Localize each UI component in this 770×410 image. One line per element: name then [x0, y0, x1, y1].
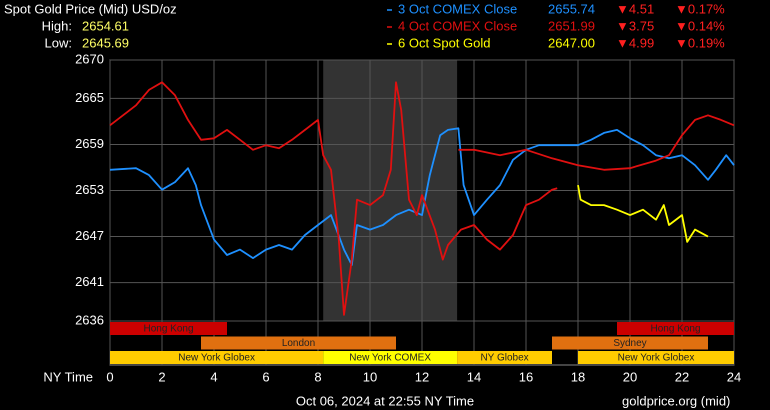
session-label: Sydney [613, 338, 646, 349]
session-label: New York COMEX [349, 353, 431, 364]
session-bar [457, 351, 552, 364]
x-tick-label: 10 [363, 369, 377, 384]
y-tick-label: 2659 [75, 136, 104, 151]
series-line [109, 127, 735, 266]
series-line [109, 81, 735, 316]
session-label: Hong Kong [650, 324, 700, 335]
y-tick-label: 2653 [75, 182, 104, 197]
y-tick-label: 2647 [75, 228, 104, 243]
x-tick-label: 16 [519, 369, 533, 384]
x-tick-label: 12 [415, 369, 429, 384]
x-tick-label: 14 [467, 369, 481, 384]
session-label: Hong Kong [143, 324, 193, 335]
x-tick-label: 4 [210, 369, 217, 384]
legend-pct: ▼0.14% [675, 18, 725, 33]
source: goldprice.org (mid) [622, 393, 730, 408]
y-tick-label: 2665 [75, 90, 104, 105]
y-tick-label: 2641 [75, 274, 104, 289]
legend-change: ▼3.75 [616, 18, 654, 33]
x-tick-label: 6 [262, 369, 269, 384]
x-tick-label: 2 [158, 369, 165, 384]
x-tick-label: 18 [571, 369, 585, 384]
series-line [577, 184, 709, 243]
x-tick-label: 8 [314, 369, 321, 384]
legend-pct: ▼0.19% [675, 35, 725, 50]
session-bar [201, 336, 396, 350]
y-tick-label: 2670 [75, 51, 104, 66]
low-label: Low: [45, 35, 72, 50]
session-label: NY Globex [480, 353, 528, 364]
x-tick-label: 20 [623, 369, 637, 384]
legend-close: 2647.00 [548, 35, 595, 50]
session-bar [617, 322, 734, 335]
x-tick-label: 24 [727, 369, 741, 384]
footer: Oct 06, 2024 at 22:55 NY Time [296, 393, 474, 408]
chart-title: Spot Gold Price (Mid) USD/oz [4, 1, 177, 16]
session-bar [110, 351, 324, 364]
x-axis-label: NY Time [43, 369, 93, 384]
legend-close: 2651.99 [548, 18, 595, 33]
session-bar [110, 322, 227, 335]
legend-pct: ▼0.17% [675, 1, 725, 16]
y-tick-label: 2636 [75, 312, 104, 327]
session-bar [552, 336, 708, 350]
session-label: New York Globex [178, 353, 255, 364]
x-tick-label: 0 [106, 369, 113, 384]
x-tick-label: 22 [675, 369, 689, 384]
high-label: High: [42, 18, 72, 33]
session-bar [578, 351, 734, 364]
session-label: New York Globex [618, 353, 695, 364]
legend-close: 2655.74 [548, 1, 595, 16]
legend-change: ▼4.51 [616, 1, 654, 16]
high-value: 2654.61 [82, 18, 129, 33]
session-bar [323, 351, 458, 364]
legend-label: 6 Oct Spot Gold [398, 35, 491, 50]
legend-change: ▼4.99 [616, 35, 654, 50]
session-label: London [282, 338, 315, 349]
low-value: 2645.69 [82, 35, 129, 50]
legend-label: 3 Oct COMEX Close [398, 1, 517, 16]
legend-label: 4 Oct COMEX Close [398, 18, 517, 33]
